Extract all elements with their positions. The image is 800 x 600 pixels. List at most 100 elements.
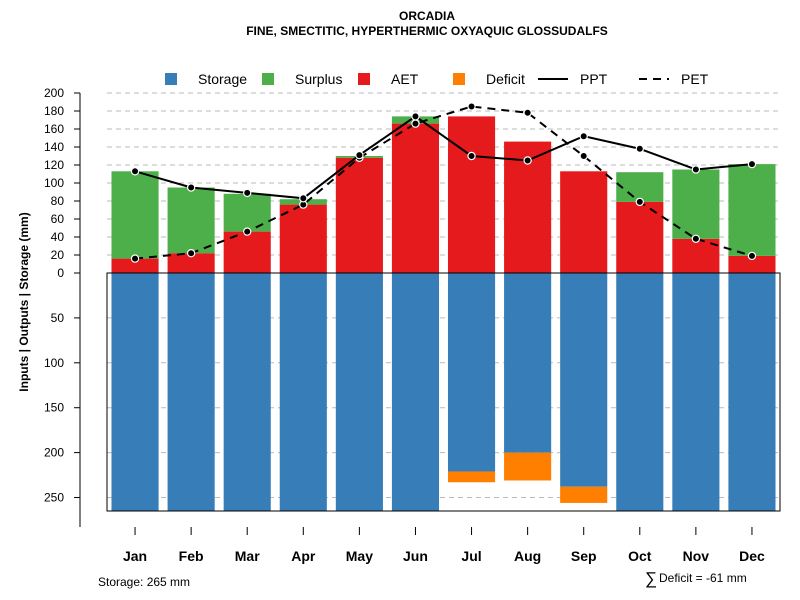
- surplus-bar: [111, 171, 159, 259]
- deficit-sum-icon: ∑: [645, 569, 657, 588]
- surplus-bar: [616, 172, 664, 202]
- legend-label-pet: PET: [681, 71, 709, 87]
- ppt-point: [579, 131, 588, 141]
- chart-title: ORCADIA: [399, 9, 455, 23]
- storage-bar: [504, 273, 552, 453]
- storage-bar: [391, 273, 440, 511]
- pet-point: [243, 227, 252, 236]
- ppt-point: [523, 156, 532, 165]
- month-label: May: [346, 548, 373, 564]
- gridlines: [107, 92, 780, 499]
- ppt-point: [299, 194, 308, 203]
- y-tick-label: 250: [44, 491, 64, 505]
- storage-bar: [223, 273, 271, 511]
- surplus-bar: [728, 164, 776, 256]
- aet-bar: [391, 123, 440, 273]
- month-label: Nov: [683, 548, 710, 564]
- ppt-point: [411, 112, 420, 121]
- pet-point: [691, 234, 701, 243]
- aet-bar: [111, 258, 159, 273]
- aet-bar: [279, 204, 327, 273]
- storage-bar: [672, 273, 720, 511]
- storage-bar: [279, 273, 327, 511]
- y-axis-label: Inputs | Outputs | Storage (mm): [17, 212, 31, 391]
- y-tick-label: 60: [51, 212, 65, 226]
- legend-label-deficit: Deficit: [486, 71, 525, 87]
- storage-bar: [167, 273, 215, 511]
- y-tick-label: 200: [44, 86, 64, 100]
- ppt-point: [186, 183, 196, 192]
- bars: [111, 116, 776, 511]
- pet-point: [747, 251, 757, 261]
- legend-swatch-deficit: [453, 73, 465, 85]
- pet-point: [635, 197, 644, 207]
- ppt-line: [134, 115, 753, 200]
- legend-label-storage: Storage: [198, 71, 247, 87]
- ppt-point: [243, 188, 252, 198]
- aet-bar: [167, 253, 215, 273]
- storage-bar: [616, 273, 664, 511]
- storage-bar: [728, 273, 776, 511]
- y-tick-label: 180: [44, 104, 64, 118]
- month-label: Feb: [179, 548, 204, 564]
- legend-swatch-storage: [165, 73, 177, 85]
- pet-point: [467, 102, 476, 111]
- y-tick-label: 80: [51, 194, 65, 208]
- axes: 0 20 40 60 80 100 120 140 160 180 200 50 100 150 200 25…: [44, 86, 765, 564]
- series-lines: [130, 102, 757, 263]
- storage-bar: [447, 273, 496, 472]
- legend-swatch-aet: [358, 73, 370, 85]
- surplus-bar: [672, 169, 720, 239]
- storage-bar: [335, 273, 383, 511]
- month-label: Apr: [291, 548, 316, 564]
- storage-note: Storage: 265 mm: [98, 575, 190, 589]
- aet-bar: [447, 116, 496, 274]
- plot-frame: [106, 272, 781, 512]
- month-label: Sep: [571, 548, 597, 564]
- storage-bar: [560, 273, 608, 487]
- month-label: Mar: [235, 548, 260, 564]
- deficit-note: Deficit = -61 mm: [659, 571, 747, 585]
- legend-label-aet: AET: [391, 71, 419, 87]
- pet-point: [579, 151, 588, 161]
- month-label: Oct: [628, 548, 652, 564]
- month-label: Jan: [123, 548, 147, 564]
- pet-point: [186, 248, 196, 258]
- legend-label-ppt: PPT: [580, 71, 608, 87]
- ppt-point: [691, 165, 701, 174]
- pet-point: [130, 254, 140, 263]
- legend-swatch-surplus: [262, 73, 274, 85]
- month-label: Aug: [514, 548, 541, 564]
- y-tick-label: 100: [44, 356, 64, 370]
- y-tick-label: 120: [44, 158, 64, 172]
- y-tick-label: 40: [51, 230, 65, 244]
- y-tick-label: 0: [57, 266, 64, 280]
- ppt-point: [635, 144, 644, 153]
- y-tick-label: 50: [51, 311, 65, 325]
- pet-point: [411, 119, 420, 128]
- deficit-bar: [447, 471, 496, 483]
- y-tick-label: 160: [44, 122, 64, 136]
- storage-bar: [111, 273, 159, 511]
- y-tick-label: 140: [44, 140, 64, 154]
- aet-bar: [560, 171, 608, 273]
- deficit-bar: [560, 486, 608, 503]
- y-tick-label: 150: [44, 401, 64, 415]
- ppt-point: [355, 150, 364, 160]
- y-tick-label: 200: [44, 446, 64, 460]
- month-label: Jun: [403, 548, 428, 564]
- month-label: Dec: [739, 548, 765, 564]
- ppt-point: [467, 151, 476, 161]
- ppt-point: [130, 167, 140, 176]
- surplus-bar: [167, 187, 215, 254]
- ppt-point: [747, 159, 757, 169]
- y-tick-label: 100: [44, 176, 64, 190]
- aet-bar: [728, 255, 776, 273]
- surplus-bar: [223, 193, 271, 232]
- deficit-bar: [504, 452, 552, 481]
- pet-point: [523, 108, 532, 118]
- legend: Storage Surplus AET Deficit PPT PET: [165, 71, 709, 87]
- chart-subtitle: FINE, SMECTITIC, HYPERTHERMIC OXYAQUIC G…: [246, 24, 608, 38]
- y-tick-label: 20: [51, 248, 65, 262]
